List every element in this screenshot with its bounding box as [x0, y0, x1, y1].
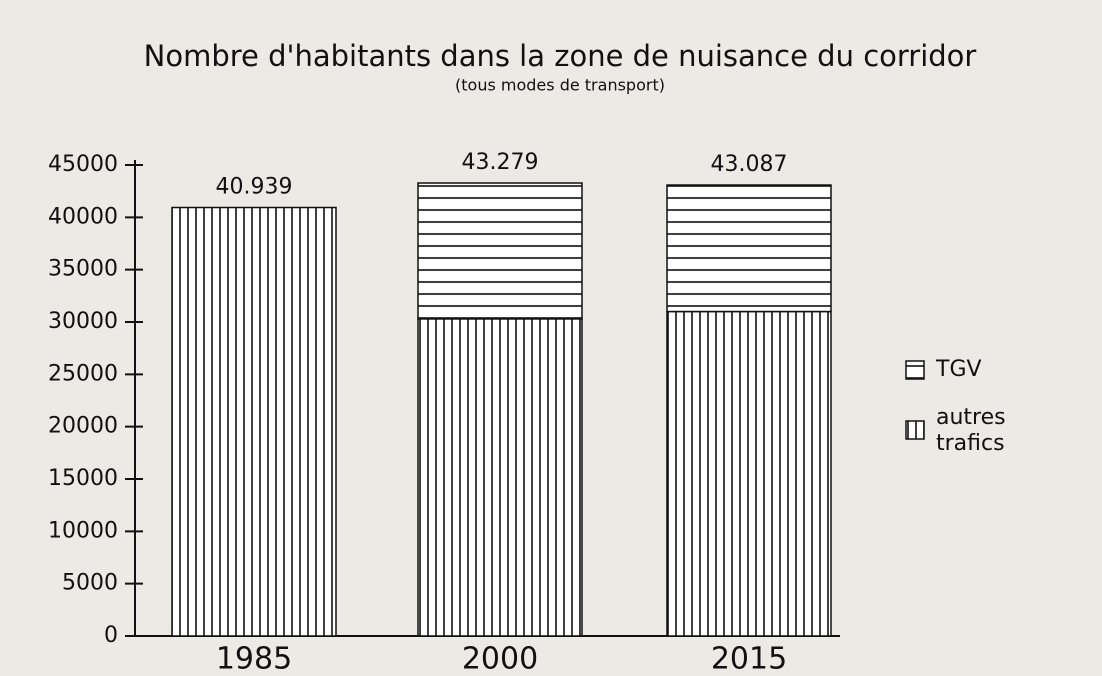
chart-subtitle: (tous modes de transport): [455, 76, 665, 95]
x-tick-label: 1985: [216, 642, 292, 676]
chart-title: Nombre d'habitants dans la zone de nuisa…: [144, 39, 977, 73]
y-tick-label: 35000: [48, 257, 118, 282]
y-tick-label: 15000: [48, 466, 118, 491]
bar-segment: [417, 182, 583, 320]
total-label: 43.087: [711, 152, 788, 177]
legend-swatch: [905, 420, 925, 440]
legend-label: autres trafics: [936, 405, 1006, 456]
x-tick-label: 2000: [462, 642, 538, 676]
y-tick-label: 0: [104, 623, 118, 648]
y-tick-label: 25000: [48, 361, 118, 386]
total-label: 40.939: [216, 175, 293, 200]
bar-segment: [666, 184, 832, 313]
bar-segment: [171, 206, 337, 637]
legend-swatch: [905, 360, 925, 380]
y-tick-label: 45000: [48, 152, 118, 177]
y-tick-label: 5000: [62, 571, 118, 596]
legend-label: TGV: [935, 357, 982, 382]
y-tick-label: 10000: [48, 518, 118, 543]
y-tick-label: 30000: [48, 309, 118, 334]
y-tick-label: 40000: [48, 204, 118, 229]
total-label: 43.279: [462, 150, 539, 175]
bar-segment: [417, 318, 583, 637]
x-tick-label: 2015: [711, 642, 787, 676]
bar-segment: [666, 310, 832, 637]
y-tick-label: 20000: [48, 414, 118, 439]
